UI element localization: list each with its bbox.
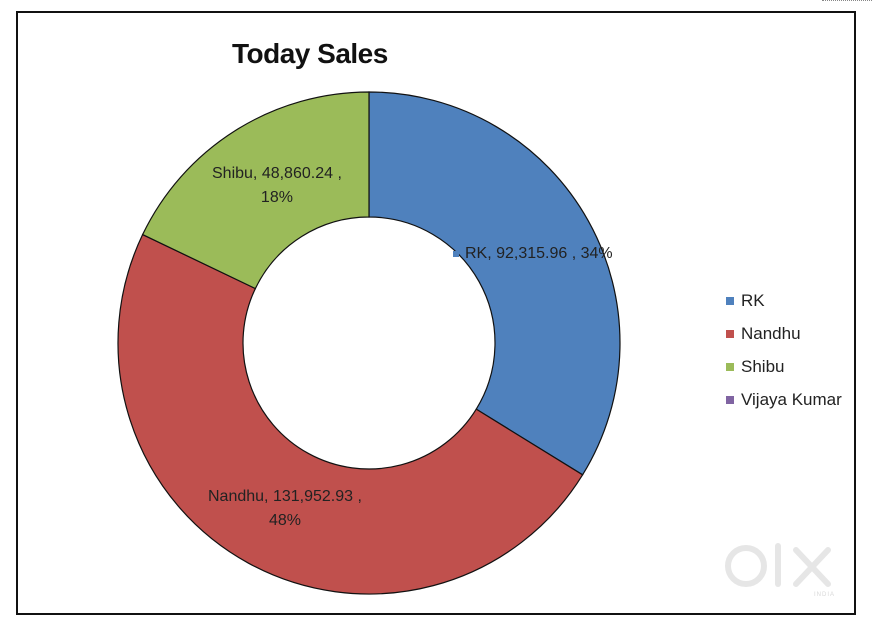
olx-watermark-logo: INDIA xyxy=(725,543,835,598)
data-label-shibu: Shibu, 48,860.24 , 18% xyxy=(212,162,342,210)
legend-swatch-vijaya-kumar xyxy=(726,395,734,404)
legend-swatch-shibu xyxy=(726,362,734,371)
data-label-marker xyxy=(453,251,459,257)
legend: RK Nandhu Shibu Vijaya Kumar xyxy=(726,284,842,416)
donut-slice-shibu xyxy=(141,91,370,290)
legend-item-nandhu: Nandhu xyxy=(726,317,842,350)
data-label-rk: RK, 92,315.96 , 34% xyxy=(453,242,613,266)
legend-item-vijaya-kumar: Vijaya Kumar xyxy=(726,383,842,416)
data-label-line1: Shibu, 48,860.24 , xyxy=(212,165,342,182)
chart-title: Today Sales xyxy=(232,38,388,69)
data-label-line2: 18% xyxy=(260,189,293,206)
donut-slice-nandhu xyxy=(117,233,584,595)
top-dotted-line xyxy=(822,0,872,5)
legend-label-vijaya-kumar: Vijaya Kumar xyxy=(741,389,842,409)
donut-slices xyxy=(117,91,621,595)
legend-swatch-nandhu xyxy=(726,329,734,338)
legend-item-rk: RK xyxy=(726,284,842,317)
legend-swatch-rk xyxy=(726,296,734,305)
olx-watermark-subtext: INDIA xyxy=(814,592,835,598)
data-label-line2: 48% xyxy=(268,512,301,529)
data-label-nandhu: Nandhu, 131,952.93 , 48% xyxy=(208,485,362,533)
data-label-line1: Nandhu, 131,952.93 , xyxy=(208,488,362,505)
legend-label-shibu: Shibu xyxy=(741,356,785,376)
data-label-line1: RK, 92,315.96 , 34% xyxy=(465,245,613,262)
legend-item-shibu: Shibu xyxy=(726,350,842,383)
donut-slice-rk xyxy=(368,91,621,476)
legend-label-rk: RK xyxy=(741,290,765,310)
legend-label-nandhu: Nandhu xyxy=(741,323,801,343)
